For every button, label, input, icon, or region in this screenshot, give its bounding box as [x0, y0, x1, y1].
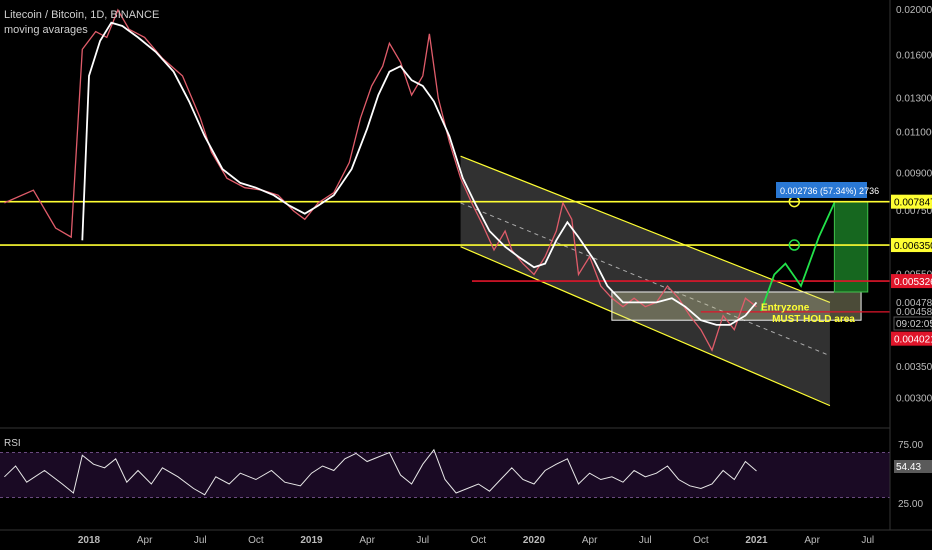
rsi-current-value: 54.43: [896, 462, 921, 473]
time-tick-label: 2021: [745, 535, 768, 546]
zones-layer: [611, 201, 869, 321]
rsi-line: [4, 448, 757, 496]
time-tick-label: Oct: [693, 535, 709, 546]
target-box: [833, 201, 869, 293]
level-tag-label: 0.007847: [894, 198, 932, 209]
time-tick-label: Jul: [639, 535, 652, 546]
price-line: [4, 8, 757, 352]
rsi-band: [0, 452, 890, 498]
level-tag-1: [891, 238, 932, 253]
channel-lower-line: [460, 246, 831, 407]
chart-header: Litecoin / Bitcoin, 1D, BINANCE moving a…: [4, 8, 159, 38]
entry-zone-box: [611, 291, 862, 321]
price-series: [4, 8, 836, 352]
symbol-title[interactable]: Litecoin / Bitcoin, 1D, BINANCE: [4, 9, 160, 21]
countdown-tag: [893, 316, 932, 331]
rsi-level-75: 75.00: [898, 440, 923, 451]
moving-average-line: [81, 21, 758, 326]
target-marker-1: [788, 239, 801, 251]
axis-value-labels: 54.43 75.00 25.00 09:02:05 0.002736 (57.…: [776, 182, 932, 510]
time-tick-label: Oct: [248, 535, 264, 546]
time-axis: 2018 Apr Jul Oct 2019 Apr Jul Oct 2020 Apr Jul Oct 2…: [0, 529, 932, 546]
time-tick-label: 2018: [78, 535, 101, 546]
time-tick-label: Apr: [137, 535, 153, 546]
horizontal-levels: [0, 200, 890, 313]
channel-upper-line: [460, 155, 831, 303]
time-tick-label: 2019: [300, 535, 323, 546]
price-tick-label: 0.004785: [896, 298, 932, 309]
rsi-label: RSI: [4, 438, 21, 449]
channel-mid-line: [460, 202, 831, 357]
must-hold-label: MUST HOLD area: [772, 314, 855, 325]
entry-zone-label: Entryzone: [761, 303, 810, 314]
time-tick-label: Apr: [359, 535, 375, 546]
rsi-panel: RSI: [0, 427, 890, 498]
countdown-clock: 09:02:05: [896, 319, 932, 330]
projection-path: [760, 202, 836, 312]
measure-box: [776, 182, 867, 198]
price-tick-label: 0.004583: [896, 307, 932, 318]
rsi-level-25: 25.00: [898, 499, 923, 510]
level-tag-label: 0.004021: [894, 335, 932, 346]
level-tag-2: [891, 274, 932, 289]
time-tick-label: Oct: [471, 535, 487, 546]
indicator-label[interactable]: moving avarages: [4, 24, 88, 36]
time-tick-label: Apr: [582, 535, 598, 546]
level-tag-label: 0.006350: [894, 241, 932, 252]
time-tick-label: 2020: [523, 535, 546, 546]
rsi-value-tag: [894, 460, 932, 473]
level-tag-label: 0.005326: [894, 277, 932, 288]
measure-label: 0.002736 (57.34%) 2736: [780, 186, 879, 196]
level-tag-3: [891, 331, 932, 346]
time-tick-label: Apr: [804, 535, 820, 546]
level-tag-0: [891, 194, 932, 209]
time-tick-label: Jul: [194, 535, 207, 546]
annotations-layer: Entryzone MUST HOLD area: [761, 303, 855, 325]
time-tick-label: Jul: [416, 535, 429, 546]
time-tick-label: Jul: [861, 535, 874, 546]
